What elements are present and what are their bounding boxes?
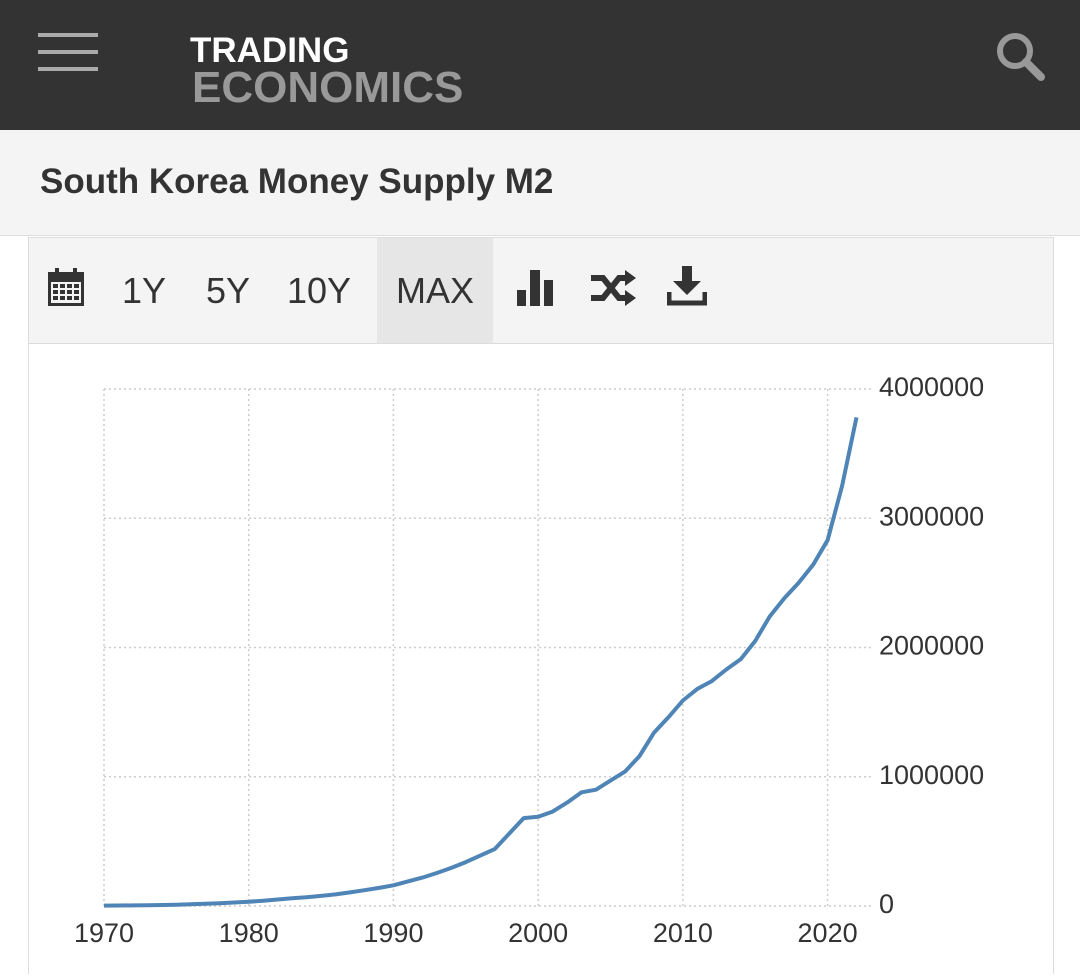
logo-bottom[interactable]: ECONOMICS xyxy=(192,63,464,112)
range-button[interactable]: 5Y xyxy=(205,270,251,311)
chart-area: 0 1000000 2000000 3000000 4000000 1970 1980 199… xyxy=(28,343,1054,974)
y-tick-label: 2000000 xyxy=(879,631,984,661)
download-icon[interactable] xyxy=(667,266,707,306)
page-title: South Korea Money Supply M2 xyxy=(40,162,554,201)
x-tick-label: 2000 xyxy=(508,918,568,948)
x-tick-label: 1970 xyxy=(74,918,134,948)
compare-icon[interactable] xyxy=(589,268,637,308)
y-tick-label: 1000000 xyxy=(879,760,984,790)
chart-type-icon[interactable] xyxy=(517,270,555,306)
x-tick-label: 1980 xyxy=(219,918,279,948)
search-icon[interactable] xyxy=(994,30,1046,82)
logo-top[interactable]: TRADING xyxy=(190,31,350,70)
range-button[interactable]: 1Y xyxy=(121,270,167,311)
data-line xyxy=(103,416,859,908)
x-tick-label: 2020 xyxy=(798,918,858,948)
chart: 0 1000000 2000000 3000000 4000000 1970 1980 199… xyxy=(74,372,984,948)
calendar-icon[interactable] xyxy=(47,268,85,308)
range-button[interactable]: 10Y xyxy=(286,270,352,311)
y-tick-label: 4000000 xyxy=(879,372,984,402)
x-tick-label: 1990 xyxy=(363,918,423,948)
title-band xyxy=(0,130,1080,236)
y-tick-label: 0 xyxy=(879,889,894,919)
menu-icon[interactable] xyxy=(38,33,98,73)
range-button[interactable]: MAX xyxy=(377,238,493,343)
toolbar: 1Y 5Y 10Y MAX xyxy=(28,237,1054,344)
y-tick-label: 3000000 xyxy=(879,501,984,531)
header: TRADING ECONOMICS xyxy=(0,0,1080,130)
x-tick-label: 2010 xyxy=(653,918,713,948)
